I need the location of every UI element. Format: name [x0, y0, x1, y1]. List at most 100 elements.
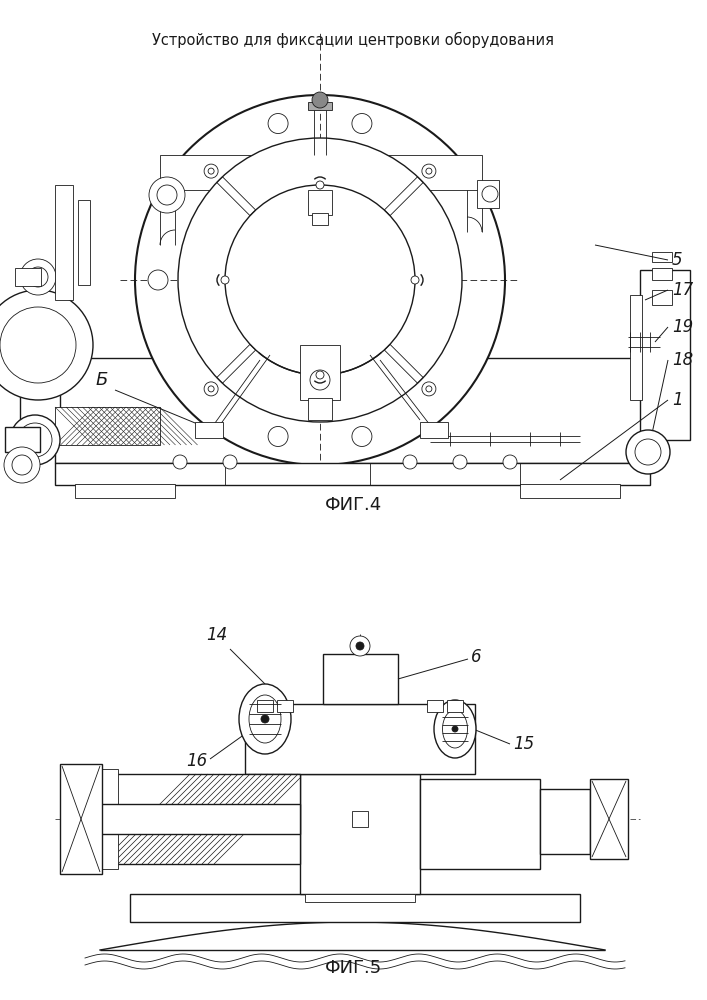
Text: 16: 16 — [186, 752, 207, 770]
Circle shape — [422, 164, 436, 178]
Bar — [308, 102, 332, 110]
Text: 17: 17 — [672, 281, 694, 299]
Bar — [420, 779, 540, 869]
Circle shape — [635, 439, 661, 465]
Bar — [55, 463, 650, 485]
Bar — [305, 894, 415, 902]
Bar — [277, 700, 293, 712]
Text: ФИГ.5: ФИГ.5 — [325, 959, 382, 977]
Bar — [652, 252, 672, 262]
Bar — [352, 811, 368, 827]
Bar — [447, 700, 463, 712]
Text: ФИГ.4: ФИГ.4 — [325, 496, 382, 514]
Bar — [257, 700, 273, 712]
Circle shape — [626, 430, 670, 474]
Circle shape — [157, 185, 177, 205]
Circle shape — [411, 276, 419, 284]
Bar — [520, 484, 620, 498]
Circle shape — [312, 92, 328, 108]
Circle shape — [0, 307, 76, 383]
Bar — [100, 769, 118, 869]
Bar — [640, 270, 690, 440]
Circle shape — [403, 455, 417, 469]
Bar — [55, 358, 650, 463]
Circle shape — [225, 185, 415, 375]
Text: 19: 19 — [672, 318, 694, 336]
Circle shape — [453, 455, 467, 469]
Circle shape — [482, 186, 498, 202]
Bar — [60, 764, 102, 874]
Text: Устройство для фиксации центровки оборудования: Устройство для фиксации центровки оборуд… — [152, 32, 554, 48]
Bar — [427, 700, 443, 712]
Ellipse shape — [249, 695, 281, 743]
Circle shape — [503, 455, 517, 469]
Text: 18: 18 — [672, 351, 694, 369]
Circle shape — [20, 259, 56, 295]
Bar — [323, 654, 398, 704]
Text: 15: 15 — [513, 735, 534, 753]
Circle shape — [426, 168, 432, 174]
Bar — [78, 200, 90, 285]
Circle shape — [223, 455, 237, 469]
Circle shape — [452, 726, 458, 732]
Ellipse shape — [443, 710, 467, 748]
Circle shape — [0, 290, 93, 400]
Circle shape — [12, 455, 32, 475]
Circle shape — [356, 642, 364, 650]
Bar — [420, 422, 448, 438]
Bar — [308, 398, 332, 420]
Circle shape — [148, 270, 168, 290]
Circle shape — [352, 426, 372, 446]
Text: 5: 5 — [672, 251, 683, 269]
Bar — [195, 422, 223, 438]
Circle shape — [261, 715, 269, 723]
Bar — [75, 484, 175, 498]
Circle shape — [135, 95, 505, 465]
Circle shape — [204, 164, 218, 178]
Bar — [245, 704, 475, 774]
Bar — [15, 268, 41, 286]
Bar — [630, 295, 642, 400]
Circle shape — [173, 455, 187, 469]
Circle shape — [204, 382, 218, 396]
Circle shape — [18, 423, 52, 457]
Bar — [590, 779, 628, 859]
Circle shape — [268, 114, 288, 134]
Bar — [540, 789, 590, 854]
Circle shape — [221, 276, 229, 284]
Bar — [308, 190, 332, 215]
Bar — [55, 407, 160, 445]
Bar — [130, 894, 580, 922]
Ellipse shape — [434, 700, 476, 758]
Bar — [652, 290, 672, 305]
Circle shape — [208, 168, 214, 174]
Circle shape — [426, 386, 432, 392]
Bar — [160, 155, 482, 190]
Bar — [312, 213, 328, 225]
Bar — [477, 180, 499, 208]
Circle shape — [10, 415, 60, 465]
Circle shape — [310, 370, 330, 390]
Circle shape — [316, 181, 324, 189]
Bar — [100, 804, 300, 834]
Bar — [100, 774, 300, 864]
Bar — [300, 345, 340, 400]
Bar — [55, 185, 73, 300]
Text: 6: 6 — [471, 648, 481, 666]
Text: 14: 14 — [206, 626, 227, 644]
Bar — [5, 427, 40, 452]
Circle shape — [422, 382, 436, 396]
Circle shape — [178, 138, 462, 422]
Text: Б: Б — [95, 371, 107, 389]
Circle shape — [352, 114, 372, 134]
Circle shape — [268, 426, 288, 446]
Circle shape — [28, 267, 48, 287]
Bar — [652, 268, 672, 280]
Text: 1: 1 — [672, 391, 683, 409]
Circle shape — [149, 177, 185, 213]
Circle shape — [208, 386, 214, 392]
Circle shape — [4, 447, 40, 483]
Bar — [20, 325, 60, 435]
Circle shape — [316, 371, 324, 379]
Circle shape — [350, 636, 370, 656]
